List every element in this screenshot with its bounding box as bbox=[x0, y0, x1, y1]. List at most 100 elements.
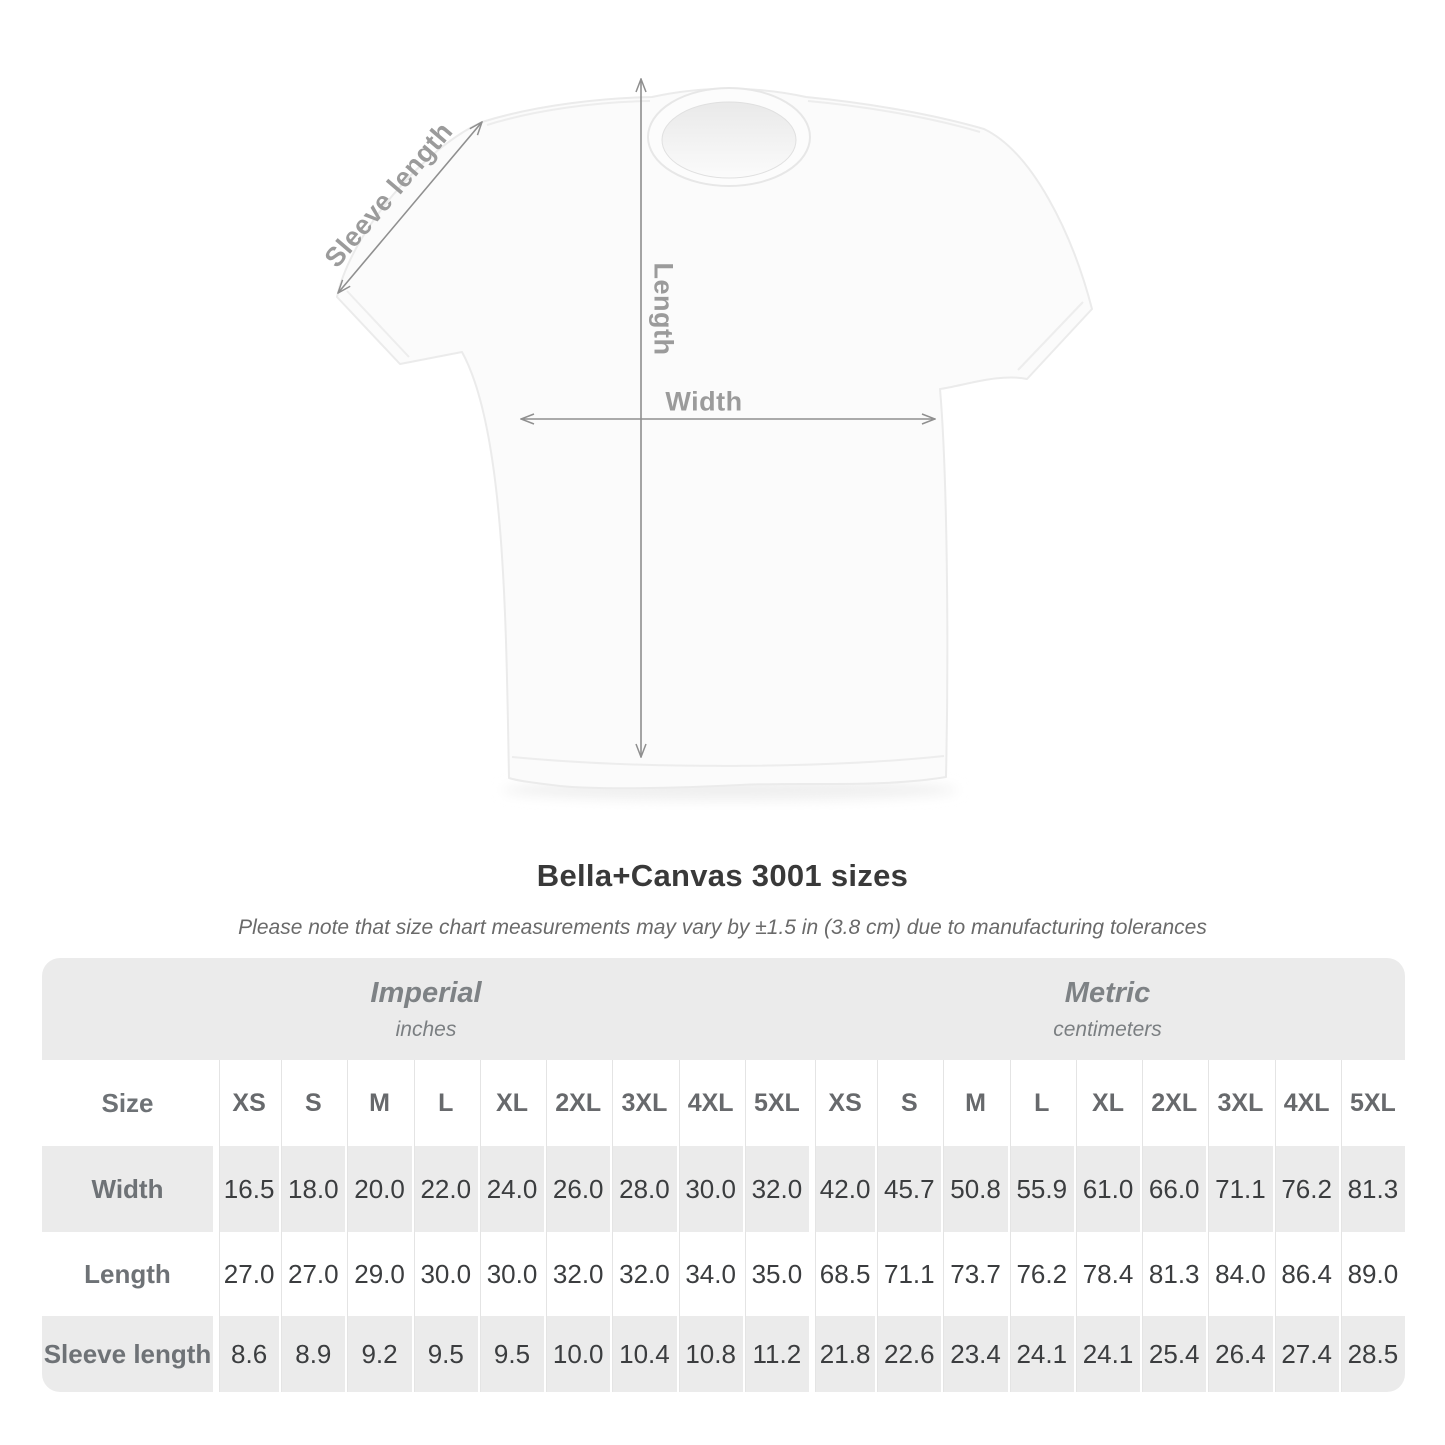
size-cell: L bbox=[411, 1060, 478, 1146]
sleeve-length-value-cell: 25.4 bbox=[1140, 1316, 1207, 1392]
table-row-sleeve-length: Sleeve length 8.6 8.9 9.2 9.5 9.5 10.0 10.4 10.… bbox=[42, 1316, 1405, 1392]
size-cell: XL bbox=[1073, 1060, 1141, 1146]
length-value-cell: 29.0 bbox=[345, 1232, 412, 1316]
size-cell: 3XL bbox=[1206, 1060, 1273, 1146]
imperial-unit: inches bbox=[395, 1017, 457, 1041]
sleeve-length-value-cell: 21.8 bbox=[808, 1316, 876, 1392]
sleeve-length-value-cell: 9.5 bbox=[477, 1316, 545, 1392]
width-value-cell: 16.5 bbox=[213, 1146, 280, 1232]
sleeve-length-value-cell: 8.9 bbox=[279, 1316, 346, 1392]
size-cell: S bbox=[279, 1060, 346, 1146]
width-value-cell: 24.0 bbox=[477, 1146, 545, 1232]
table-row-width: Width 16.5 18.0 20.0 22.0 24.0 26.0 28.0 30.0 32… bbox=[42, 1146, 1405, 1232]
width-label: Width bbox=[665, 386, 743, 417]
width-value-cell: 42.0 bbox=[808, 1146, 876, 1232]
row-label-sleeve-length: Sleeve length bbox=[42, 1316, 213, 1392]
shirt-seams bbox=[346, 100, 1084, 767]
width-value-cell: 30.0 bbox=[676, 1146, 743, 1232]
page-title: Bella+Canvas 3001 sizes bbox=[536, 858, 909, 893]
sleeve-length-value-cell: 26.4 bbox=[1206, 1316, 1273, 1392]
length-value-cell: 89.0 bbox=[1338, 1232, 1405, 1316]
length-value-cell: 81.3 bbox=[1140, 1232, 1207, 1316]
width-value-cell: 45.7 bbox=[875, 1146, 942, 1232]
length-value-cell: 71.1 bbox=[875, 1232, 942, 1316]
size-cell: M bbox=[941, 1060, 1008, 1146]
sleeve-length-value-cell: 11.2 bbox=[742, 1316, 809, 1392]
size-cells: XS S M L XL 2XL 3XL 4XL 5XL XS S M L XL 2XL 3XL 4XL 5XL bbox=[213, 1060, 1405, 1146]
sleeve-length-value-cell: 9.5 bbox=[411, 1316, 478, 1392]
width-value-cell: 71.1 bbox=[1206, 1146, 1273, 1232]
sleeve-length-value-cell: 10.4 bbox=[610, 1316, 677, 1392]
size-cell: 2XL bbox=[544, 1060, 611, 1146]
tshirt-diagram bbox=[336, 40, 1093, 800]
width-value-cell: 32.0 bbox=[742, 1146, 809, 1232]
size-cell: 2XL bbox=[1140, 1060, 1207, 1146]
length-value-cell: 27.0 bbox=[213, 1232, 280, 1316]
width-value-cell: 22.0 bbox=[411, 1146, 478, 1232]
size-cell: L bbox=[1007, 1060, 1074, 1146]
sleeve-length-value-cell: 24.1 bbox=[1073, 1316, 1141, 1392]
length-value-cell: 30.0 bbox=[477, 1232, 545, 1316]
sleeve-length-value-cell: 10.0 bbox=[544, 1316, 611, 1392]
size-cell: XS bbox=[808, 1060, 876, 1146]
sleeve-length-value-cell: 10.8 bbox=[676, 1316, 743, 1392]
size-cell: 3XL bbox=[610, 1060, 677, 1146]
width-cells: 16.5 18.0 20.0 22.0 24.0 26.0 28.0 30.0 32.0 42.0… bbox=[213, 1146, 1405, 1232]
sleeve-length-arrow bbox=[338, 122, 482, 293]
length-label: Length bbox=[648, 262, 679, 356]
width-value-cell: 66.0 bbox=[1140, 1146, 1207, 1232]
width-value-cell: 55.9 bbox=[1007, 1146, 1074, 1232]
size-cell: 5XL bbox=[1338, 1060, 1405, 1146]
collar-opening bbox=[661, 101, 797, 179]
sleeve-length-cells: 8.6 8.9 9.2 9.5 9.5 10.0 10.4 10.8 11.2 21.8 22.6 2… bbox=[213, 1316, 1405, 1392]
unit-header-row: Imperial inches Metric centimeters bbox=[42, 958, 1405, 1060]
width-value-cell: 26.0 bbox=[544, 1146, 611, 1232]
size-column-header: Size bbox=[42, 1060, 213, 1146]
width-value-cell: 50.8 bbox=[941, 1146, 1008, 1232]
metric-unit: centimeters bbox=[1053, 1017, 1162, 1041]
row-label-width: Width bbox=[42, 1146, 213, 1232]
tolerance-note: Please note that size chart measurements… bbox=[238, 916, 1207, 939]
size-cell: S bbox=[875, 1060, 942, 1146]
width-value-cell: 18.0 bbox=[279, 1146, 346, 1232]
size-cell: 5XL bbox=[742, 1060, 809, 1146]
length-value-cell: 78.4 bbox=[1073, 1232, 1141, 1316]
size-cell: XL bbox=[477, 1060, 545, 1146]
length-value-cell: 30.0 bbox=[411, 1232, 478, 1316]
length-value-cell: 34.0 bbox=[676, 1232, 743, 1316]
size-header-row: Size XS S M L XL 2XL 3XL 4XL 5XL XS S M L XL 2XL 3XL 4XL… bbox=[42, 1060, 1405, 1146]
width-value-cell: 20.0 bbox=[345, 1146, 412, 1232]
tshirt-graphic bbox=[336, 87, 1093, 790]
table-row-length: Length 27.0 27.0 29.0 30.0 30.0 32.0 32.0 34.0 3… bbox=[42, 1232, 1405, 1316]
sleeve-length-value-cell: 24.1 bbox=[1007, 1316, 1074, 1392]
row-label-length: Length bbox=[42, 1232, 213, 1316]
width-value-cell: 28.0 bbox=[610, 1146, 677, 1232]
length-value-cell: 73.7 bbox=[941, 1232, 1008, 1316]
metric-label: Metric bbox=[1064, 976, 1151, 1009]
sleeve-length-value-cell: 23.4 bbox=[941, 1316, 1008, 1392]
width-value-cell: 81.3 bbox=[1338, 1146, 1405, 1232]
length-value-cell: 27.0 bbox=[279, 1232, 346, 1316]
length-value-cell: 32.0 bbox=[544, 1232, 611, 1316]
length-value-cell: 76.2 bbox=[1007, 1232, 1074, 1316]
size-cell: XS bbox=[213, 1060, 280, 1146]
sleeve-length-value-cell: 8.6 bbox=[213, 1316, 280, 1392]
length-value-cell: 32.0 bbox=[610, 1232, 677, 1316]
size-cell: M bbox=[345, 1060, 412, 1146]
metric-header: Metric centimeters bbox=[810, 958, 1405, 1060]
length-value-cell: 35.0 bbox=[742, 1232, 809, 1316]
length-cells: 27.0 27.0 29.0 30.0 30.0 32.0 32.0 34.0 35.0 68.5… bbox=[213, 1232, 1405, 1316]
sleeve-length-value-cell: 22.6 bbox=[875, 1316, 942, 1392]
width-value-cell: 61.0 bbox=[1073, 1146, 1141, 1232]
length-value-cell: 68.5 bbox=[808, 1232, 876, 1316]
sleeve-length-value-cell: 28.5 bbox=[1338, 1316, 1405, 1392]
size-table: Imperial inches Metric centimeters Size … bbox=[42, 958, 1405, 1392]
imperial-label: Imperial bbox=[370, 976, 482, 1009]
length-value-cell: 86.4 bbox=[1272, 1232, 1339, 1316]
size-cell: 4XL bbox=[676, 1060, 743, 1146]
imperial-header: Imperial inches bbox=[42, 958, 810, 1060]
length-value-cell: 84.0 bbox=[1206, 1232, 1273, 1316]
sleeve-length-value-cell: 27.4 bbox=[1272, 1316, 1339, 1392]
width-value-cell: 76.2 bbox=[1272, 1146, 1339, 1232]
